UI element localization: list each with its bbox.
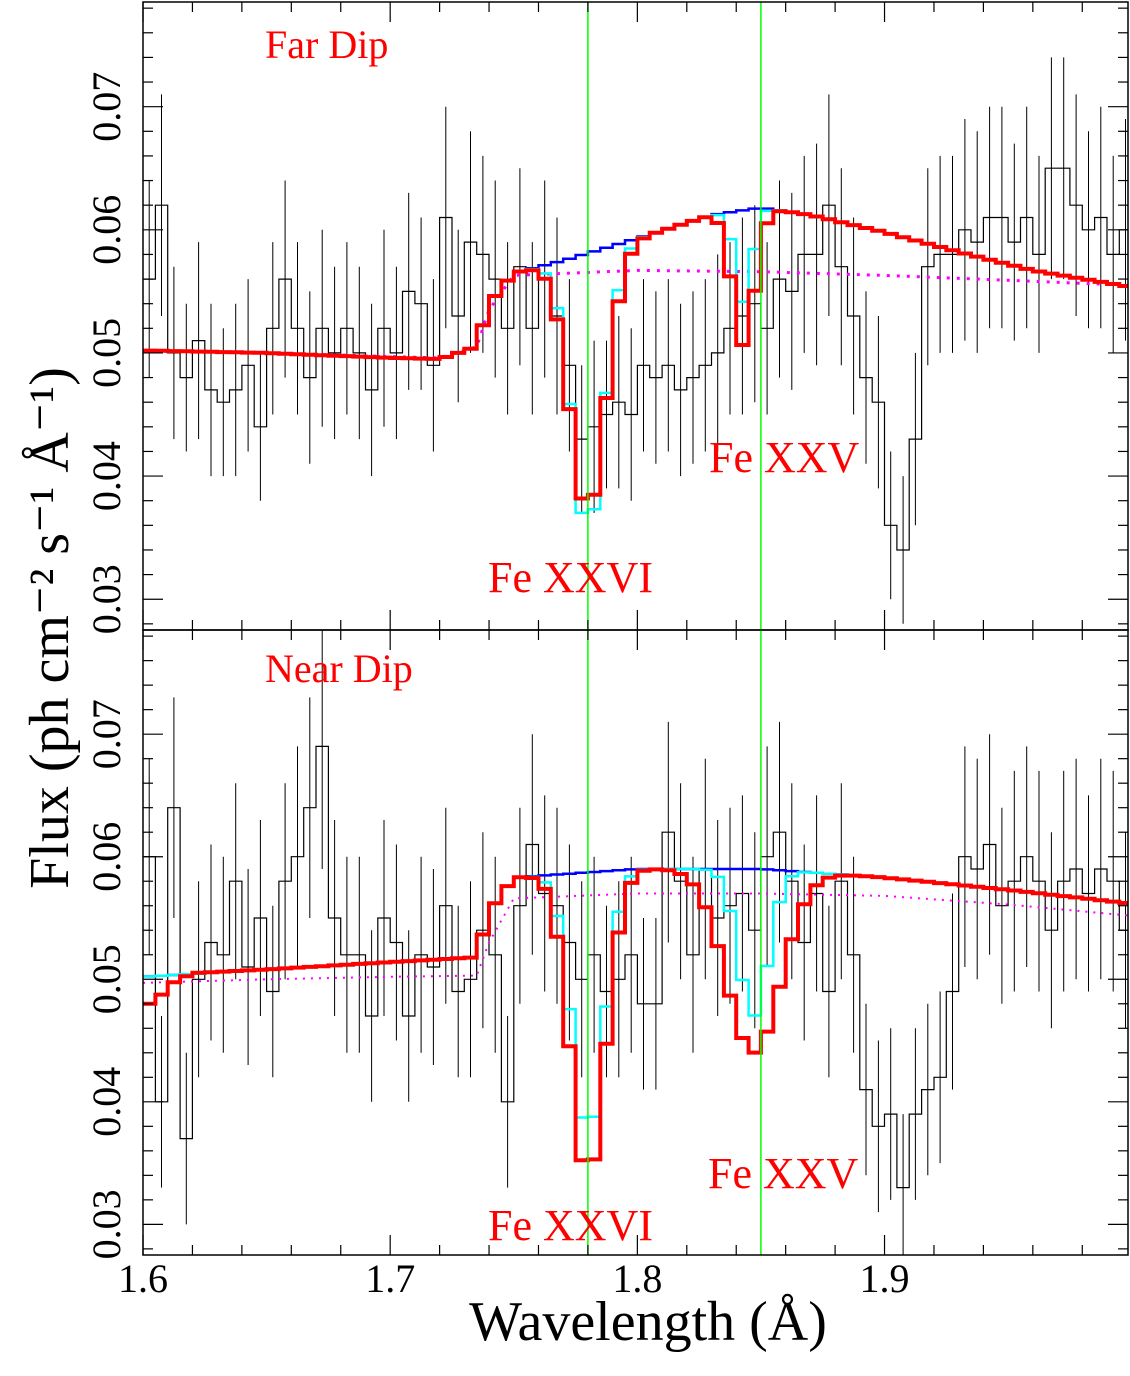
far-dip-panel: 0.03 0.04 0.05 0.06 0.07 Far Dip Fe XXVI Fe XXV [84, 1, 1129, 634]
data-histogram [143, 167, 1128, 551]
y-tick-label: 0.03 [84, 1189, 129, 1259]
x-tick-label: 1.7 [365, 1256, 415, 1301]
red-absorption-model [143, 209, 1128, 501]
y-tick-label: 0.04 [84, 1067, 129, 1137]
axes-layer: 1.6 1.7 1.8 1.9 [118, 1256, 910, 1301]
x-tick-label: 1.9 [860, 1256, 910, 1301]
panel-frame [142, 629, 1129, 1256]
red-absorption-model [143, 867, 1128, 1163]
y-tick-label: 0.05 [84, 944, 129, 1014]
y-tick-label: 0.05 [84, 318, 129, 388]
absorption-line-label: Fe XXV [708, 1149, 859, 1198]
cyan-absorption-model [143, 867, 1128, 1119]
data-histogram [143, 745, 1128, 1189]
absorption-line-label: Fe XXV [709, 433, 860, 482]
y-tick-label: 0.03 [84, 564, 129, 634]
near-dip-panel: 0.03 0.04 0.05 0.06 0.07 Near Dip Fe XXVI Fe XX… [84, 629, 1129, 1259]
absorption-line-label: Fe XXVI [488, 1201, 653, 1250]
x-tick-label: 1.8 [612, 1256, 662, 1301]
y-axis-title: Flux (ph cm⁻² s⁻¹ Å⁻¹) [19, 367, 81, 889]
y-tick-label: 0.06 [84, 195, 129, 265]
plot-area [143, 57, 1128, 624]
x-axis-title: Wavelength (Å) [469, 1291, 827, 1353]
panel-label: Near Dip [265, 646, 413, 691]
y-tick-label: 0.07 [84, 72, 129, 142]
panel-label: Far Dip [265, 22, 388, 67]
y-tick-label: 0.07 [84, 699, 129, 769]
y-tick-label: 0.04 [84, 441, 129, 511]
absorption-line-label: Fe XXVI [488, 553, 653, 602]
plot-area [143, 630, 1128, 1255]
y-tick-label: 0.06 [84, 822, 129, 892]
x-tick-label: 1.6 [118, 1256, 168, 1301]
